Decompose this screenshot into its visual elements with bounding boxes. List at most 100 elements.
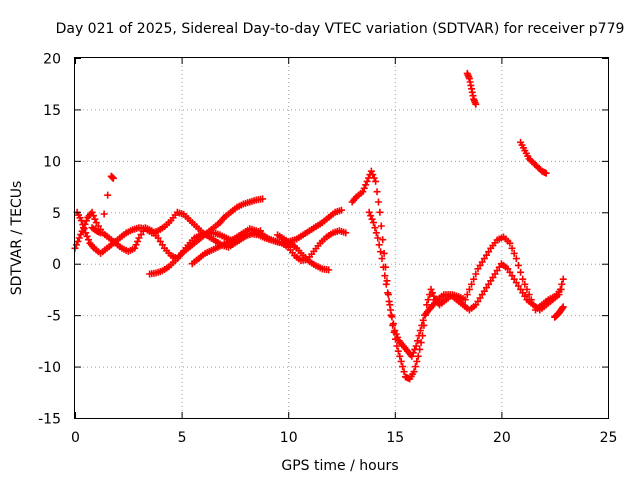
data-point <box>342 229 350 237</box>
y-axis-label: SDTVAR / TECUs <box>9 181 25 296</box>
data-point <box>517 268 525 276</box>
y-tick-label: 10 <box>43 154 61 170</box>
data-point <box>415 332 423 340</box>
x-tick-label: 20 <box>493 430 511 446</box>
data-point <box>394 347 402 355</box>
y-tick-label: 15 <box>43 103 61 119</box>
data-point <box>414 337 422 345</box>
data-point <box>411 345 419 353</box>
data-point <box>259 195 267 203</box>
data-point <box>83 232 91 240</box>
data-point <box>89 212 97 220</box>
data-point <box>409 349 417 357</box>
data-point <box>387 306 395 314</box>
x-tick-labels: 0 5 10 15 20 25 <box>71 430 617 446</box>
data-point <box>394 333 402 341</box>
data-point <box>555 291 563 299</box>
y-tick-label: -15 <box>38 412 61 428</box>
data-point <box>372 177 380 185</box>
data-point <box>463 291 471 299</box>
data-point <box>411 363 419 371</box>
y-tick-label: 20 <box>43 52 61 68</box>
data-point <box>381 272 389 280</box>
axis-ticks <box>75 58 609 419</box>
data-point <box>461 296 469 304</box>
data-point <box>378 255 386 263</box>
data-point <box>91 215 99 223</box>
data-point <box>410 368 418 376</box>
data-point <box>367 212 375 220</box>
data-point <box>369 219 377 227</box>
y-tick-label: -5 <box>47 309 61 325</box>
series-sat-k <box>551 303 567 321</box>
data-point <box>377 222 385 230</box>
x-axis-label: GPS time / hours <box>281 458 398 474</box>
data-point <box>362 181 370 189</box>
data-point <box>418 321 426 329</box>
data-point <box>104 191 112 199</box>
data-point <box>472 270 480 278</box>
data-point <box>131 244 139 252</box>
data-point <box>359 188 367 196</box>
x-tick-label: 15 <box>386 430 404 446</box>
data-point <box>374 198 382 206</box>
plot-frame <box>74 57 609 419</box>
data-point <box>88 208 96 216</box>
data-point <box>423 301 431 309</box>
data-point <box>377 248 385 256</box>
data-point <box>472 100 480 108</box>
data-point <box>382 280 390 288</box>
data-point <box>506 239 514 247</box>
data-point <box>525 291 533 299</box>
data-point <box>363 177 371 185</box>
data-point <box>424 296 432 304</box>
series-sat-j <box>88 172 117 237</box>
data-point <box>396 352 404 360</box>
y-tick-label: -10 <box>38 360 61 376</box>
data-point <box>559 275 567 283</box>
y-tick-labels: 20 15 10 5 0 -5 -10 -15 <box>38 52 61 428</box>
data-point <box>85 236 93 244</box>
series-sat-i <box>517 138 550 177</box>
data-point <box>510 249 518 257</box>
data-point <box>514 261 522 269</box>
data-point <box>360 184 368 192</box>
data-point <box>397 357 405 365</box>
data-point <box>369 171 377 179</box>
data-point <box>508 244 516 252</box>
data-point <box>109 174 117 182</box>
data-point <box>399 363 407 371</box>
data-point <box>408 352 416 360</box>
data-point <box>393 342 401 350</box>
data-point <box>391 327 399 335</box>
data-point <box>75 234 83 242</box>
data-point <box>523 285 531 293</box>
x-tick-label: 0 <box>71 430 80 446</box>
data-point <box>412 342 420 350</box>
data-point <box>373 188 381 196</box>
series-sat-e <box>274 231 333 274</box>
data-point <box>388 313 396 321</box>
data-point <box>100 210 108 218</box>
data-point <box>368 215 376 223</box>
data-point <box>370 174 378 182</box>
data-point <box>72 241 80 249</box>
data-point <box>556 285 564 293</box>
chart-title: Day 021 of 2025, Sidereal Day-to-day VTE… <box>56 21 625 37</box>
x-tick-label: 25 <box>600 430 618 446</box>
data-point <box>375 241 383 249</box>
data-point <box>74 237 82 245</box>
data-point <box>428 289 436 297</box>
data-point <box>521 280 529 288</box>
data-point <box>519 275 527 283</box>
data-point <box>372 229 380 237</box>
data-point <box>542 169 550 177</box>
data-point <box>389 320 397 328</box>
data-point <box>338 206 345 214</box>
x-tick-label: 10 <box>280 430 298 446</box>
data-point <box>376 208 384 216</box>
data-point <box>384 289 392 297</box>
data-point <box>414 352 422 360</box>
data-point <box>392 330 400 338</box>
